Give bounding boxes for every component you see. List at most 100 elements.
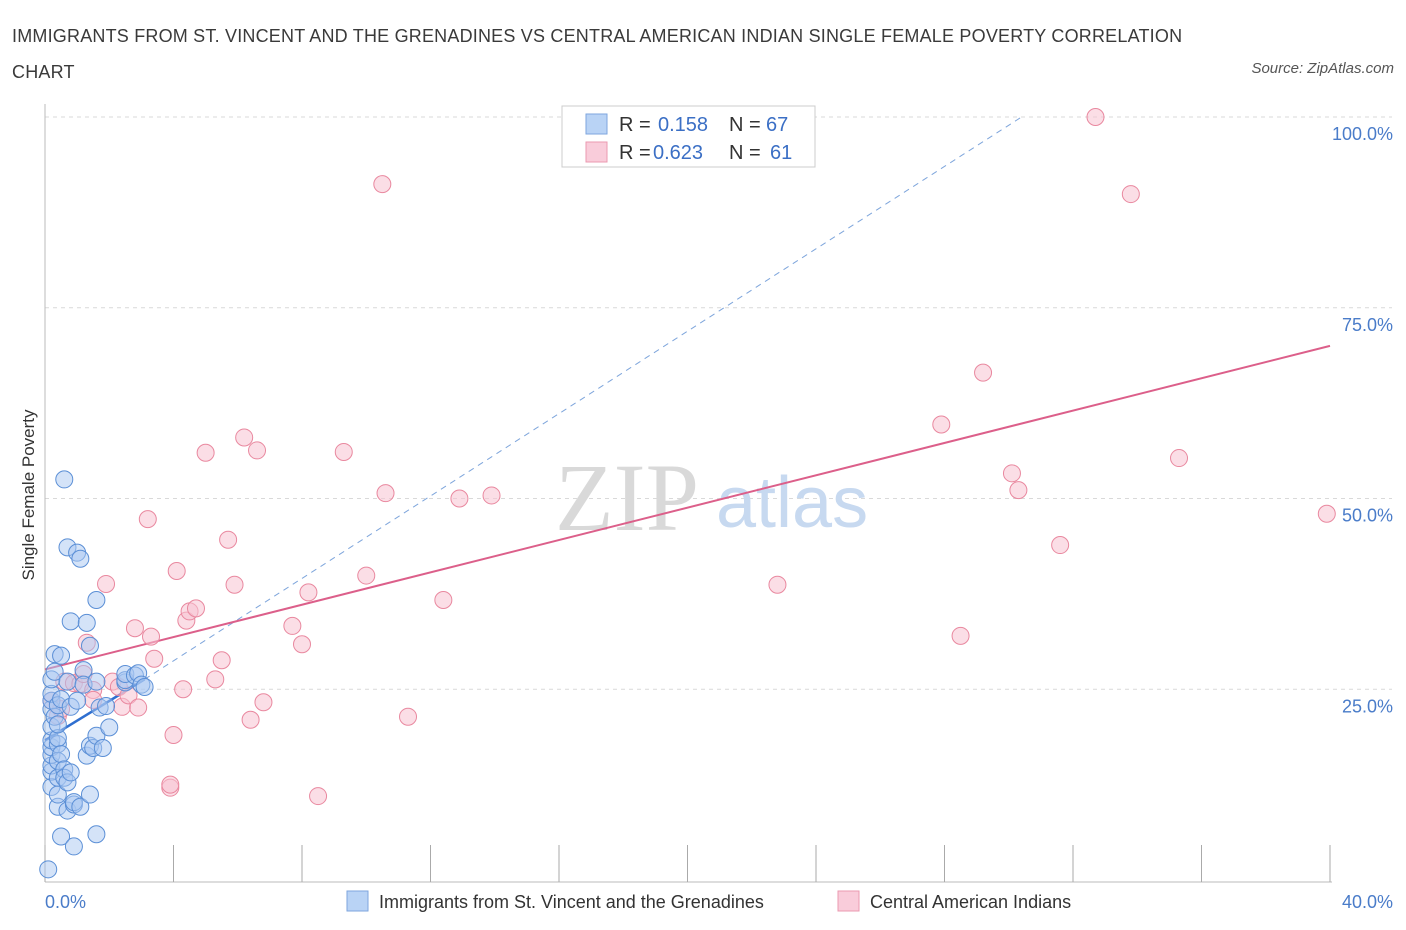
point-st-vincent-grenadines [45,662,64,681]
y-tick-label: 50.0% [1342,506,1393,526]
point-st-vincent-grenadines [80,785,99,804]
point-st-vincent-grenadines [68,691,87,710]
point-st-vincent-grenadines [97,697,116,716]
point-st-vincent-grenadines [80,636,99,655]
point-central-american-indians [357,566,376,585]
trend-line-pink [44,344,1331,671]
point-st-vincent-grenadines [52,646,71,665]
legend-n-label-pink: N = [729,142,761,164]
legend-swatch-blue [585,113,608,135]
point-st-vincent-grenadines [87,672,106,691]
point-central-american-indians [334,442,353,461]
point-st-vincent-grenadines [52,745,71,764]
y-axis-title: Single Female Poverty [19,409,38,581]
legend: R = 0.158 N = 67 R = 0.623 N = 61 [561,105,816,168]
point-st-vincent-grenadines [135,677,154,696]
bottom-legend-swatch-pink [837,890,860,912]
point-central-american-indians [254,693,273,712]
point-central-american-indians [299,583,318,602]
y-tick-label: 100.0% [1332,124,1393,144]
point-central-american-indians [951,626,970,645]
trend-lines [44,116,1331,742]
point-central-american-indians [1086,108,1105,126]
point-st-vincent-grenadines [71,797,90,816]
chart-source: Source: ZipAtlas.com [1251,60,1394,77]
bottom-legend-label-pink: Central American Indians [870,892,1071,912]
point-central-american-indians [125,619,144,638]
point-central-american-indians [932,415,951,434]
chart-title: IMMIGRANTS FROM ST. VINCENT AND THE GREN… [12,26,1183,82]
point-central-american-indians [212,651,231,670]
point-central-american-indians [161,775,180,794]
point-central-american-indians [206,670,225,689]
x-tick-label: 0.0% [45,892,86,912]
point-st-vincent-grenadines [77,613,96,632]
legend-swatch-pink [585,141,608,163]
point-central-american-indians [373,175,392,194]
point-st-vincent-grenadines [48,715,67,734]
point-central-american-indians [219,530,238,549]
point-central-american-indians [974,363,993,382]
point-central-american-indians [241,710,260,729]
point-st-vincent-grenadines [100,718,119,737]
point-central-american-indians [235,428,254,447]
watermark: ZIP atlas [555,444,868,551]
point-central-american-indians [142,627,161,646]
point-central-american-indians [434,590,453,609]
point-central-american-indians [309,787,328,806]
point-central-american-indians [129,698,148,717]
point-central-american-indians [1009,481,1028,500]
legend-r-label-blue: R = [619,114,651,136]
point-central-american-indians [283,616,302,635]
legend-n-label-blue: N = [729,114,761,136]
point-st-vincent-grenadines [71,549,90,568]
legend-n-value-pink: 61 [770,142,792,164]
point-st-vincent-grenadines [61,763,80,782]
point-central-american-indians [376,484,395,503]
point-central-american-indians [293,635,311,654]
legend-r-label-pink: R = [619,142,651,164]
point-central-american-indians [1051,536,1070,555]
point-central-american-indians [145,649,164,668]
point-st-vincent-grenadines [87,825,106,844]
tick-labels: 25.0% 50.0% 75.0% 100.0% 0.0% 40.0% [45,124,1393,912]
point-central-american-indians [225,575,244,594]
point-central-american-indians [196,443,215,462]
point-central-american-indians [186,599,205,618]
bottom-legend: Immigrants from St. Vincent and the Gren… [346,890,1071,912]
point-st-vincent-grenadines [39,860,58,879]
y-tick-label: 75.0% [1342,315,1393,335]
point-st-vincent-grenadines [87,590,106,609]
x-tick-label: 40.0% [1342,892,1393,912]
point-central-american-indians [164,726,183,745]
legend-n-value-blue: 67 [766,114,788,136]
point-central-american-indians [1002,464,1021,483]
grid-lines [45,116,1392,690]
point-st-vincent-grenadines [52,827,71,846]
point-st-vincent-grenadines [55,470,74,489]
point-central-american-indians [450,489,469,508]
point-st-vincent-grenadines [58,672,77,691]
point-st-vincent-grenadines [64,837,83,856]
bottom-legend-label-blue: Immigrants from St. Vincent and the Gren… [379,892,764,912]
bottom-legend-swatch-blue [346,890,369,912]
point-central-american-indians [174,680,193,699]
trend-line-blue-extended [144,116,1022,680]
point-central-american-indians [138,510,157,529]
point-central-american-indians [1121,185,1140,204]
legend-r-value-blue: 0.158 [658,114,708,136]
point-st-vincent-grenadines [61,612,80,631]
point-central-american-indians [399,707,418,726]
y-tick-label: 25.0% [1342,696,1393,716]
point-central-american-indians [97,574,116,593]
data-points [39,108,1336,879]
point-central-american-indians [248,441,267,460]
point-central-american-indians [482,486,501,505]
legend-r-value-pink: 0.623 [653,142,703,164]
point-central-american-indians [167,561,186,580]
point-central-american-indians [1170,449,1189,468]
watermark-atlas: atlas [716,463,868,543]
point-central-american-indians [768,575,787,594]
point-central-american-indians [1317,504,1336,523]
